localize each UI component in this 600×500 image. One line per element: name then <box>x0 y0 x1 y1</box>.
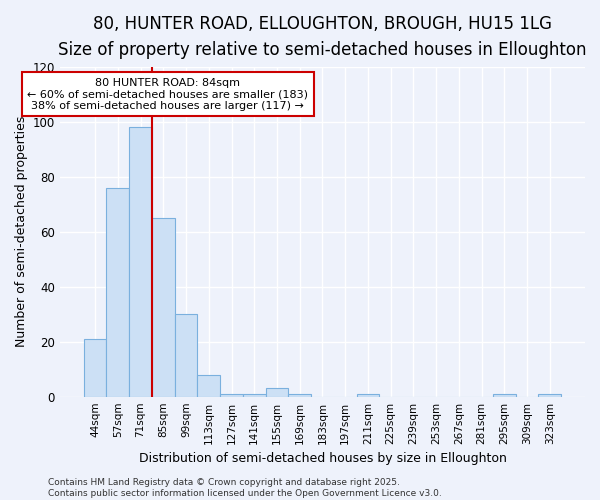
Title: 80, HUNTER ROAD, ELLOUGHTON, BROUGH, HU15 1LG
Size of property relative to semi-: 80, HUNTER ROAD, ELLOUGHTON, BROUGH, HU1… <box>58 15 587 60</box>
Bar <box>266 388 289 396</box>
Bar <box>84 339 106 396</box>
Bar <box>175 314 197 396</box>
Bar <box>538 394 561 396</box>
Text: 80 HUNTER ROAD: 84sqm
← 60% of semi-detached houses are smaller (183)
38% of sem: 80 HUNTER ROAD: 84sqm ← 60% of semi-deta… <box>28 78 308 110</box>
Bar <box>243 394 266 396</box>
Bar <box>106 188 129 396</box>
Bar <box>493 394 515 396</box>
Y-axis label: Number of semi-detached properties: Number of semi-detached properties <box>16 116 28 348</box>
Bar <box>220 394 243 396</box>
Text: Contains HM Land Registry data © Crown copyright and database right 2025.
Contai: Contains HM Land Registry data © Crown c… <box>48 478 442 498</box>
Bar <box>197 374 220 396</box>
Bar <box>356 394 379 396</box>
Bar <box>129 127 152 396</box>
X-axis label: Distribution of semi-detached houses by size in Elloughton: Distribution of semi-detached houses by … <box>139 452 506 465</box>
Bar <box>289 394 311 396</box>
Bar <box>152 218 175 396</box>
